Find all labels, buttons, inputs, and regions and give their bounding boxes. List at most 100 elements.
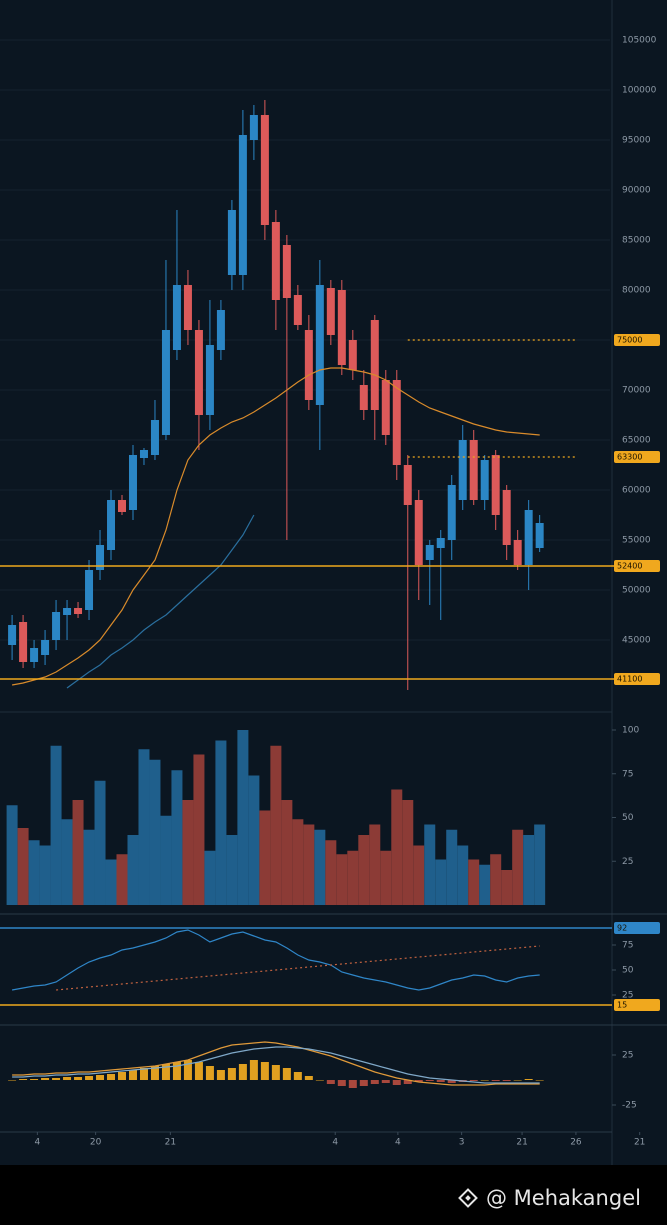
candle-body [74,608,83,614]
level-label-box [614,922,660,934]
y-tick-label: 45000 [622,636,651,646]
volume-bar [347,850,359,905]
level-label-box [614,560,660,572]
y-tick-label: 100 [622,726,639,736]
y-tick-label: 25 [622,991,633,1001]
candle-body [41,640,50,655]
candle-body [194,330,203,415]
candle-body [85,570,94,610]
candle-body [8,625,17,645]
volume-bar [160,815,172,905]
histogram-bar [403,1080,412,1084]
volume-bar [6,805,18,905]
y-tick-label: 85000 [622,236,651,246]
candle-body [238,135,247,275]
volume-bar [127,835,139,905]
y-tick-label: 60000 [622,486,651,496]
volume-bar [204,850,216,905]
volume-bar [149,759,161,905]
volume-bar [215,740,227,905]
histogram-bar [216,1070,225,1080]
x-tick-label: 4 [35,1138,41,1148]
histogram-bar [74,1077,83,1080]
level-label-box [614,673,660,685]
volume-bar [138,749,150,905]
candle-body [436,538,445,548]
candle-body [480,460,489,500]
candle-body [118,500,126,512]
volume-bar [116,854,128,905]
level-label: 92 [617,924,627,933]
candle-body [107,500,116,550]
candle-body [172,285,181,350]
x-tick-label: 21 [165,1138,176,1148]
volume-bar [380,850,392,905]
histogram-bar [139,1068,148,1080]
volume-bar [105,859,117,905]
candle-body [326,288,335,335]
histogram-bar [513,1080,522,1081]
volume-bar [424,824,436,905]
candle-body [458,440,467,500]
histogram-bar [161,1064,170,1080]
histogram-bar [172,1062,181,1080]
histogram-bar [414,1080,423,1082]
chart-background [0,0,667,1165]
indicator-line [11,929,540,991]
y-tick-label: 70000 [622,386,651,396]
volume-bar [72,800,84,905]
histogram-bar [469,1080,478,1081]
volume-bar [28,840,40,905]
y-tick-label: -25 [622,1101,637,1111]
candle-body [524,510,533,565]
level-label: 75000 [617,336,642,345]
candle-body [513,540,522,565]
candle-body [139,450,148,458]
candle-body [161,330,170,435]
x-tick-label: 3 [459,1138,465,1148]
candle-body [392,380,401,465]
histogram-bar [8,1080,17,1081]
histogram-bar [359,1080,368,1086]
volume-bar [435,859,447,905]
histogram-bar [436,1080,445,1082]
candle-body [447,485,456,540]
volume-bar [50,745,62,905]
volume-bar [479,864,491,905]
histogram-bar [425,1080,434,1081]
y-tick-label: 75 [622,769,633,779]
volume-bar [446,829,458,905]
macd-line [12,1041,540,1086]
volume-bar [270,745,282,905]
volume-bar [193,754,205,905]
candle-body [359,385,368,410]
candle-body [425,545,434,560]
histogram-bar [326,1080,335,1084]
moving-average [66,514,255,689]
histogram-bar [128,1070,137,1080]
y-tick-label: 90000 [622,186,651,196]
x-tick-label: 26 [570,1138,582,1148]
histogram-bar [271,1065,280,1080]
histogram-bar [52,1078,61,1080]
volume-bar [61,819,73,905]
watermark: @ Mehakangel [486,1186,641,1210]
histogram-bar [502,1080,511,1081]
candle-body [271,222,280,300]
histogram-bar [118,1072,126,1080]
level-label-box [614,451,660,463]
y-tick-label: 50 [622,813,634,823]
histogram-bar [30,1079,39,1080]
moving-average [11,367,540,686]
histogram-bar [282,1068,291,1080]
volume-bar [325,840,337,905]
volume-bar [259,810,271,905]
volume-bar [468,859,480,905]
histogram-bar [447,1080,456,1083]
y-tick-label: 50000 [622,586,651,596]
x-tick-label: 21 [634,1138,645,1148]
volume-bar [237,730,249,905]
histogram-bar [260,1062,269,1080]
histogram-bar [150,1066,159,1080]
